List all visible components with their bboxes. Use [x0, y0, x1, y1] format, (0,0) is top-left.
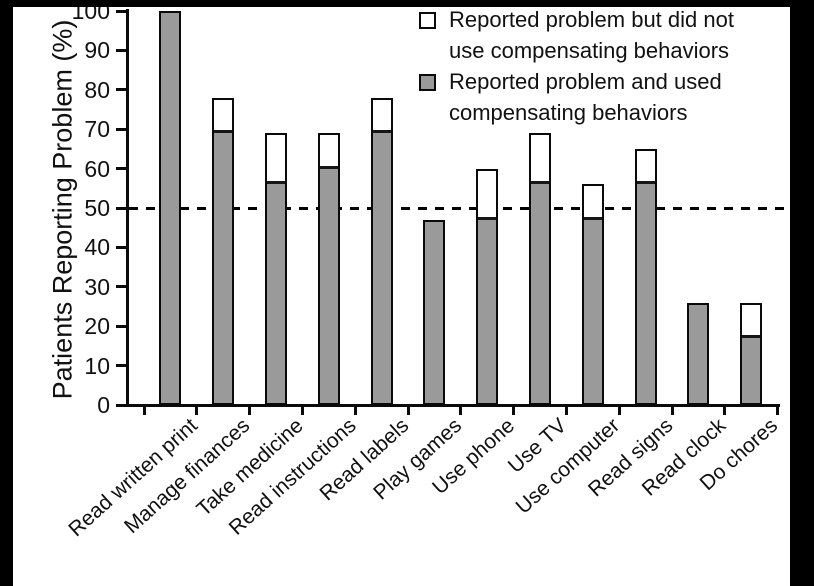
y-tick-mark	[116, 48, 126, 52]
legend: Reported problem but did not use compens…	[419, 4, 734, 128]
legend-label-line: Reported problem but did not	[449, 7, 734, 32]
bar-read-clock	[687, 302, 710, 405]
y-tick-label: 50	[84, 195, 110, 221]
y-tick-label: 90	[84, 37, 110, 64]
y-tick-mark	[116, 285, 126, 289]
y-tick-mark	[116, 403, 126, 407]
y-axis-line	[126, 9, 129, 407]
bar-segment-used	[161, 13, 180, 403]
legend-label: Reported problem and used compensating b…	[449, 66, 722, 128]
legend-item-did-not-use: Reported problem but did not use compens…	[419, 4, 734, 66]
bar-read-labels	[370, 97, 393, 405]
x-tick-mark	[617, 405, 621, 415]
reference-line-50	[129, 206, 790, 210]
bar-segment-used	[478, 216, 497, 403]
legend-label-line: use compensating behaviors	[449, 38, 730, 63]
bar-segment-used	[531, 181, 549, 403]
y-tick-mark	[116, 88, 126, 92]
bar-segment-used	[583, 216, 602, 403]
bar-take-medicine	[265, 133, 287, 405]
legend-label-line: compensating behaviors	[449, 100, 688, 125]
legend-label: Reported problem but did not use compens…	[449, 4, 734, 66]
bar-manage-finances	[212, 97, 235, 405]
bar-segment-used	[425, 221, 444, 403]
bar-segment-used	[267, 181, 285, 403]
bar-use-phone	[476, 168, 499, 405]
bar-use-computer	[581, 184, 604, 405]
bar-play-games	[423, 219, 446, 405]
bar-segment-used	[372, 130, 391, 403]
y-tick-mark	[116, 364, 126, 368]
gray-square-icon	[419, 74, 436, 91]
y-tick-label: 40	[84, 234, 110, 261]
x-tick-mark	[195, 405, 199, 415]
y-tick-label: 20	[84, 313, 110, 340]
scan-border-right	[790, 0, 814, 586]
x-tick-mark	[564, 405, 568, 415]
x-tick-mark	[670, 405, 674, 415]
x-tick-mark	[459, 405, 463, 415]
scan-border-left	[0, 0, 13, 586]
bar-use-tv	[529, 133, 551, 405]
scan-border-top	[0, 0, 814, 7]
bar-read-instructions	[317, 133, 340, 405]
y-tick-mark	[116, 9, 126, 13]
y-tick-label: 0	[97, 392, 110, 418]
y-tick-label: 10	[84, 352, 110, 379]
y-tick-mark	[116, 245, 126, 249]
white-square-icon	[419, 12, 436, 29]
x-axis-line	[126, 404, 780, 407]
bar-segment-used	[319, 165, 338, 403]
bar-segment-used	[742, 335, 761, 403]
x-tick-mark	[406, 405, 410, 415]
bar-segment-used	[689, 304, 708, 403]
x-tick-mark	[353, 405, 357, 415]
bar-segment-used	[636, 181, 655, 403]
x-tick-mark	[512, 405, 516, 415]
y-tick-mark	[116, 127, 126, 131]
x-tick-mark	[300, 405, 304, 415]
bar-read-signs	[634, 148, 657, 405]
bar-do-chores	[740, 302, 763, 405]
bar-read-written-print	[159, 11, 182, 405]
y-tick-label: 30	[84, 273, 110, 300]
y-tick-mark	[116, 206, 126, 210]
legend-label-line: Reported problem and used	[449, 69, 722, 94]
y-tick-mark	[116, 324, 126, 328]
y-tick-label: 80	[84, 76, 110, 103]
y-tick-mark	[116, 167, 126, 171]
y-tick-label: 70	[84, 116, 110, 143]
y-tick-label: 60	[84, 155, 110, 182]
x-tick-mark	[142, 405, 146, 415]
bar-segment-used	[214, 130, 233, 403]
x-tick-mark	[776, 405, 780, 415]
x-tick-mark	[723, 405, 727, 415]
legend-item-used: Reported problem and used compensating b…	[419, 66, 734, 128]
x-tick-mark	[248, 405, 252, 415]
